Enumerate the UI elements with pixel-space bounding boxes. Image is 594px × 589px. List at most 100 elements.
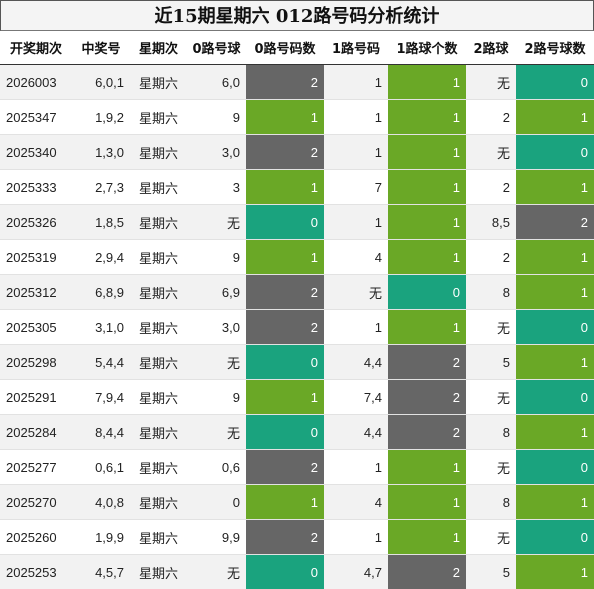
cell-route0-balls: 无	[187, 415, 246, 450]
cell-route1-count: 2	[388, 555, 466, 589]
header-route0-count: 0路号码数	[246, 31, 324, 65]
cell-route2-balls: 5	[466, 555, 516, 589]
cell-route1-count: 1	[388, 100, 466, 135]
cell-route1-balls: 1	[324, 205, 388, 240]
cell-route0-balls: 0,6	[187, 450, 246, 485]
cell-weekday: 星期六	[130, 415, 187, 450]
cell-period: 2025319	[0, 240, 72, 275]
cell-route0-count: 0	[246, 345, 324, 380]
cell-period: 2025284	[0, 415, 72, 450]
cell-route0-balls: 9	[187, 380, 246, 415]
cell-number: 4,0,8	[72, 485, 130, 520]
cell-route2-count: 1	[516, 555, 594, 589]
header-route0-balls: 0路号球	[187, 31, 246, 65]
cell-route2-count: 0	[516, 380, 594, 415]
cell-weekday: 星期六	[130, 485, 187, 520]
cell-route1-balls: 1	[324, 450, 388, 485]
cell-route1-count: 1	[388, 520, 466, 555]
cell-route0-balls: 3,0	[187, 310, 246, 345]
header-route2-count: 2路号球数	[516, 31, 594, 65]
cell-weekday: 星期六	[130, 520, 187, 555]
cell-route2-balls: 2	[466, 170, 516, 205]
cell-route0-balls: 6,0	[187, 65, 246, 100]
cell-period: 2025270	[0, 485, 72, 520]
cell-route2-count: 1	[516, 100, 594, 135]
cell-route1-count: 1	[388, 240, 466, 275]
cell-route1-balls: 4,4	[324, 345, 388, 380]
cell-route0-count: 1	[246, 100, 324, 135]
cell-number: 1,9,2	[72, 100, 130, 135]
cell-period: 2025305	[0, 310, 72, 345]
cell-route0-count: 0	[246, 415, 324, 450]
cell-number: 8,4,4	[72, 415, 130, 450]
cell-number: 6,0,1	[72, 65, 130, 100]
cell-route2-count: 2	[516, 205, 594, 240]
cell-number: 1,9,9	[72, 520, 130, 555]
cell-route0-balls: 9,9	[187, 520, 246, 555]
cell-route2-balls: 8	[466, 275, 516, 310]
cell-route2-balls: 无	[466, 380, 516, 415]
cell-route0-balls: 无	[187, 555, 246, 589]
cell-route0-balls: 3,0	[187, 135, 246, 170]
cell-period: 2025333	[0, 170, 72, 205]
cell-route0-count: 1	[246, 240, 324, 275]
cell-weekday: 星期六	[130, 275, 187, 310]
cell-route2-balls: 无	[466, 65, 516, 100]
cell-route0-count: 2	[246, 135, 324, 170]
cell-period: 2025298	[0, 345, 72, 380]
cell-route0-count: 0	[246, 555, 324, 589]
cell-route1-balls: 4,4	[324, 415, 388, 450]
cell-route2-balls: 2	[466, 100, 516, 135]
cell-route2-count: 0	[516, 450, 594, 485]
header-row: 开奖期次 中奖号 星期次 0路号球 0路号码数 1路号码 1路球个数 2路球 2…	[0, 31, 594, 65]
cell-route0-count: 2	[246, 520, 324, 555]
cell-route1-balls: 1	[324, 520, 388, 555]
stats-panel: 近15期星期六 012路号码分析统计 开奖期次 中奖号 星期次 0路号球 0路号…	[0, 0, 594, 576]
header-route1-count: 1路球个数	[388, 31, 466, 65]
cell-number: 3,1,0	[72, 310, 130, 345]
cell-route1-count: 1	[388, 65, 466, 100]
cell-route0-balls: 9	[187, 240, 246, 275]
cell-route1-count: 2	[388, 415, 466, 450]
header-period: 开奖期次	[0, 31, 72, 65]
cell-route2-balls: 无	[466, 135, 516, 170]
cell-route2-balls: 8	[466, 485, 516, 520]
cell-period: 2026003	[0, 65, 72, 100]
cell-route2-balls: 无	[466, 520, 516, 555]
cell-route1-count: 2	[388, 380, 466, 415]
cell-number: 5,4,4	[72, 345, 130, 380]
cell-route2-count: 0	[516, 310, 594, 345]
cell-weekday: 星期六	[130, 205, 187, 240]
cell-route0-count: 2	[246, 65, 324, 100]
cell-route0-count: 2	[246, 310, 324, 345]
cell-route1-balls: 7,4	[324, 380, 388, 415]
cell-weekday: 星期六	[130, 345, 187, 380]
header-route2-balls: 2路球	[466, 31, 516, 65]
stats-table: 开奖期次 中奖号 星期次 0路号球 0路号码数 1路号码 1路球个数 2路球 2…	[0, 31, 594, 589]
cell-weekday: 星期六	[130, 450, 187, 485]
cell-route2-count: 1	[516, 170, 594, 205]
cell-route0-balls: 3	[187, 170, 246, 205]
cell-weekday: 星期六	[130, 380, 187, 415]
cell-route0-count: 2	[246, 275, 324, 310]
cell-route1-balls: 4	[324, 485, 388, 520]
cell-period: 2025340	[0, 135, 72, 170]
cell-route1-count: 0	[388, 275, 466, 310]
cell-route2-balls: 8	[466, 415, 516, 450]
cell-period: 2025347	[0, 100, 72, 135]
cell-route2-count: 0	[516, 65, 594, 100]
cell-route2-count: 1	[516, 345, 594, 380]
cell-route0-balls: 6,9	[187, 275, 246, 310]
cell-route0-count: 2	[246, 450, 324, 485]
cell-route2-count: 0	[516, 135, 594, 170]
cell-weekday: 星期六	[130, 135, 187, 170]
